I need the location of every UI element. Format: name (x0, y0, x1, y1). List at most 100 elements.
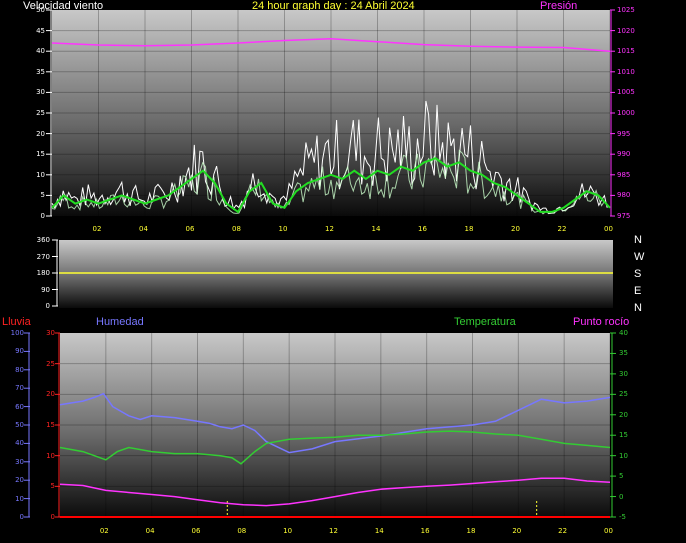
humidity-x-tick: 08 (237, 527, 247, 535)
humidity-y-tick: 70 (15, 384, 24, 393)
pressure-y-tick: 990 (617, 150, 631, 159)
legend-pressure: Presión (540, 0, 578, 12)
direction-y-tick: 0 (45, 302, 50, 310)
legend-humidity: Humedad (96, 316, 144, 328)
pressure-y-tick: 1025 (617, 6, 635, 14)
wind-average-line (51, 157, 611, 214)
direction-y-tick: 360 (36, 236, 50, 244)
humidity-x-tick: 14 (374, 527, 384, 535)
wind-x-tick: 00 (604, 225, 613, 233)
humidity-y-tick: 20 (15, 476, 24, 485)
humidity-y-tick: 90 (15, 347, 24, 356)
pressure-y-tick: 1020 (617, 26, 635, 35)
pressure-line (51, 38, 611, 52)
wind-x-tick: 10 (278, 225, 288, 233)
direction-y-tick: 90 (41, 285, 50, 294)
compass-label: W (634, 251, 645, 263)
legend-dew-point: Punto rocío (573, 316, 630, 328)
rain-y-tick: 15 (46, 421, 55, 429)
wind-y-tick: 40 (36, 47, 45, 56)
wind-y-tick: 10 (36, 170, 45, 179)
temperature-y-tick: 0 (619, 492, 624, 501)
humidity-x-tick: 20 (512, 527, 522, 535)
compass-label: N (634, 302, 642, 314)
humidity-x-tick: 18 (466, 527, 476, 535)
dew-point-line (59, 477, 611, 507)
direction-y-tick: 180 (36, 269, 50, 277)
wind-gust-line (51, 100, 608, 215)
wind-x-tick: 12 (325, 225, 334, 233)
direction-y-tick: 270 (36, 252, 50, 261)
wind-y-tick: 35 (36, 67, 45, 76)
wind-x-tick: 22 (557, 225, 567, 233)
pressure-y-tick: 985 (617, 170, 631, 179)
humidity-x-tick: 04 (145, 527, 155, 535)
pressure-y-tick: 975 (617, 212, 631, 220)
humidity-y-tick: 30 (15, 457, 24, 466)
rain-y-tick: 0 (50, 513, 55, 521)
humidity-x-tick: 16 (420, 527, 430, 535)
compass-label: N (634, 234, 642, 246)
humidity-y-tick: 100 (10, 329, 24, 337)
humidity-plot-area (60, 333, 610, 518)
humidity-y-tick: 50 (15, 421, 24, 429)
humidity-y-tick: 0 (19, 513, 24, 521)
temperature-y-tick: 5 (619, 472, 624, 481)
pressure-y-tick: 1015 (617, 47, 635, 56)
temperature-y-tick: -5 (619, 513, 626, 521)
rain-y-tick: 10 (46, 451, 55, 460)
wind-y-tick: 50 (36, 6, 45, 14)
humidity-x-tick: 10 (283, 527, 293, 535)
wind-y-tick: 0 (40, 212, 45, 220)
pressure-y-tick: 995 (617, 129, 631, 138)
humidity-x-tick: 02 (99, 527, 109, 535)
temperature-line (59, 430, 611, 465)
humidity-x-tick: 06 (191, 527, 201, 535)
rain-y-tick: 20 (46, 390, 55, 399)
wind-x-tick: 18 (464, 225, 474, 233)
wind-x-tick: 08 (232, 225, 241, 233)
wind-y-tick: 20 (36, 129, 45, 138)
humidity-x-tick: 12 (329, 527, 338, 535)
humidity-line (59, 392, 611, 454)
wind-x-tick: 06 (185, 225, 195, 233)
wind-y-tick: 45 (36, 26, 45, 35)
wind-x-tick: 16 (418, 225, 427, 233)
temperature-y-tick: 25 (619, 390, 628, 399)
pressure-y-tick: 1000 (617, 109, 635, 117)
temperature-y-tick: 10 (619, 451, 628, 460)
rain-y-tick: 25 (46, 359, 55, 368)
chart-title: 24 hour graph day : 24 Abril 2024 (252, 0, 415, 12)
humidity-y-tick: 80 (15, 365, 24, 374)
legend-rain: Lluvia (2, 316, 31, 328)
humidity-y-tick: 10 (15, 494, 24, 503)
wind-x-tick: 14 (371, 225, 381, 233)
direction-plot-area (59, 240, 613, 308)
compass-label: S (634, 268, 642, 280)
humidity-x-tick: 22 (558, 527, 568, 535)
rain-y-tick: 5 (50, 482, 55, 491)
pressure-y-tick: 980 (617, 191, 631, 200)
pressure-y-tick: 1005 (617, 88, 635, 97)
rain-y-tick: 30 (46, 329, 55, 337)
wind-y-tick: 30 (36, 88, 45, 97)
pressure-y-tick: 1010 (617, 67, 635, 76)
temperature-y-tick: 20 (619, 410, 628, 419)
temperature-y-tick: 40 (619, 329, 628, 337)
humidity-x-tick: 00 (604, 527, 613, 535)
wind-x-tick: 04 (139, 225, 148, 233)
temperature-y-tick: 30 (619, 369, 628, 378)
legend-wind-speed: Velocidad viento (23, 0, 104, 12)
wind-x-tick: 02 (92, 225, 102, 233)
temperature-y-tick: 15 (619, 431, 628, 440)
wind-y-tick: 5 (40, 191, 45, 200)
humidity-y-tick: 40 (15, 439, 24, 448)
wind-x-tick: 20 (511, 225, 520, 233)
temperature-y-tick: 35 (619, 349, 628, 358)
wind-y-tick: 25 (36, 109, 45, 117)
legend-temperature: Temperatura (454, 316, 516, 328)
compass-label: E (634, 285, 642, 297)
humidity-y-tick: 60 (15, 402, 24, 411)
